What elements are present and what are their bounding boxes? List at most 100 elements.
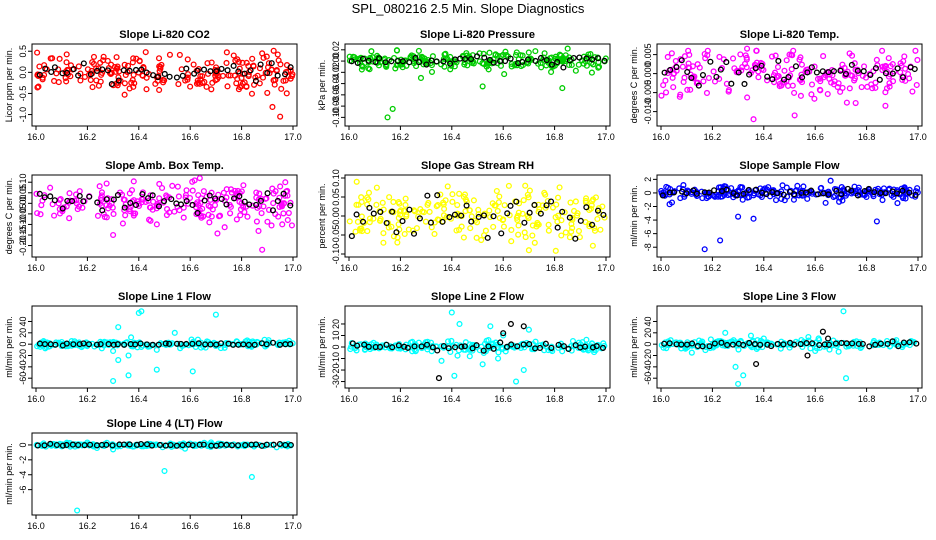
- reference-point: [706, 189, 713, 196]
- data-point: [886, 80, 893, 87]
- y-tick-label: -4: [643, 216, 653, 224]
- reference-point: [601, 57, 608, 64]
- reference-point: [463, 202, 470, 209]
- reference-point: [276, 341, 284, 348]
- reference-point: [481, 54, 488, 61]
- reference-point: [797, 341, 804, 348]
- data-point: [395, 214, 402, 221]
- data-point: [244, 441, 251, 448]
- x-tick-label: 17.0: [597, 394, 615, 404]
- data-point: [572, 198, 579, 205]
- data-point: [174, 183, 181, 190]
- data-point: [36, 63, 43, 70]
- reference-point: [120, 67, 127, 74]
- data-point: [851, 183, 858, 190]
- plot-title: Slope Gas Stream RH: [421, 160, 534, 172]
- reference-point: [85, 341, 93, 348]
- x-tick-label: 16.4: [755, 263, 773, 273]
- data-point: [798, 61, 805, 68]
- data-point: [798, 71, 805, 78]
- plot-frame: [656, 43, 923, 127]
- data-point: [893, 337, 900, 344]
- data-point: [37, 211, 44, 218]
- reference-point: [667, 66, 674, 73]
- data-point: [461, 191, 469, 198]
- reference-point: [480, 212, 487, 219]
- y-tick-label: 0.02: [331, 41, 341, 59]
- reference-point: [148, 442, 156, 449]
- outlier-point: [110, 347, 117, 355]
- data-point: [184, 71, 192, 78]
- reference-point: [240, 341, 247, 348]
- data-point: [838, 184, 845, 191]
- data-point: [63, 51, 70, 58]
- data-point: [94, 212, 102, 219]
- data-point: [156, 180, 163, 188]
- reference-point: [264, 69, 271, 77]
- outlier-point: [500, 332, 507, 339]
- reference-point: [47, 440, 54, 447]
- reference-point: [230, 62, 237, 69]
- reference-point: [469, 345, 476, 352]
- x-tick-label: 16.0: [27, 132, 45, 142]
- outlier-point: [451, 372, 458, 379]
- x-tick-label: 16.2: [392, 394, 410, 404]
- data-point: [191, 177, 198, 184]
- data-point: [41, 62, 48, 69]
- data-point: [101, 213, 108, 220]
- outlier-point: [202, 344, 209, 351]
- reference-point: [191, 70, 198, 77]
- reference-point: [257, 197, 264, 204]
- reference-point: [577, 217, 584, 224]
- data-point: [830, 193, 837, 201]
- data-point: [403, 213, 410, 220]
- data-point: [278, 85, 285, 92]
- data-point: [129, 59, 136, 66]
- data-point: [702, 347, 709, 354]
- reference-point: [160, 198, 168, 205]
- reference-point: [93, 341, 100, 348]
- plot-title: Slope Line 3 Flow: [743, 291, 836, 303]
- data-point: [722, 183, 729, 190]
- y-axis-label: degrees C per min.: [4, 178, 14, 255]
- data-point: [288, 222, 295, 229]
- data-point: [470, 197, 477, 204]
- data-point: [368, 48, 375, 55]
- reference-point: [359, 55, 367, 62]
- x-tick-label: 16.2: [704, 394, 722, 404]
- data-point: [166, 51, 173, 58]
- reference-point: [593, 343, 600, 350]
- data-point: [147, 204, 154, 211]
- data-point: [559, 348, 566, 355]
- reference-point: [109, 442, 116, 449]
- reference-point: [814, 191, 821, 198]
- reference-point: [524, 56, 532, 63]
- data-point: [460, 234, 467, 241]
- reference-point: [912, 191, 919, 198]
- data-point: [501, 202, 508, 209]
- data-point: [55, 79, 62, 86]
- data-point: [227, 72, 234, 79]
- data-point: [476, 58, 483, 65]
- plot-frame: [344, 43, 611, 127]
- reference-point: [537, 210, 544, 217]
- data-point: [879, 47, 886, 54]
- data-point: [556, 184, 563, 191]
- reference-point: [99, 207, 106, 214]
- data-point: [515, 231, 522, 238]
- reference-point: [423, 61, 430, 68]
- y-tick-label: 0: [643, 342, 653, 347]
- reference-point: [281, 71, 289, 78]
- data-point: [685, 47, 692, 54]
- data-point: [230, 52, 237, 59]
- reference-point: [161, 70, 168, 77]
- reference-point: [173, 340, 181, 347]
- data-point: [515, 222, 522, 229]
- reference-point: [41, 442, 48, 449]
- y-tick-label: -8: [643, 243, 653, 251]
- data-point: [453, 227, 460, 234]
- reference-point: [536, 344, 544, 351]
- plot-frame: [31, 43, 298, 127]
- reference-point: [490, 213, 497, 220]
- x-tick-label: 16.0: [27, 263, 45, 273]
